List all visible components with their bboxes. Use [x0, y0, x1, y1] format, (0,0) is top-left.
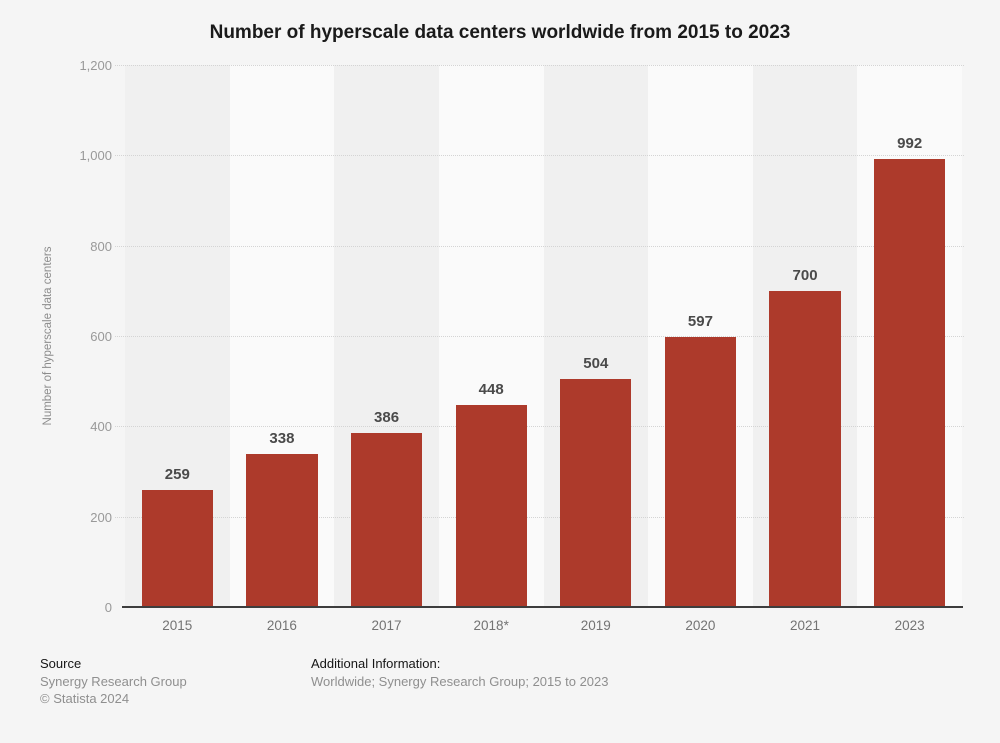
gridline: [115, 426, 964, 428]
bar-column: 504: [544, 65, 649, 607]
plot-area: 259 338 386 448 504 597 700 992: [115, 65, 964, 608]
gridline: [115, 65, 964, 66]
x-tick-label: 2023: [894, 618, 925, 633]
bar-column: 338: [230, 65, 335, 607]
bar-value-label: 448: [478, 380, 504, 398]
x-tick-label: 2017: [371, 618, 402, 633]
bar-column: 386: [334, 65, 439, 607]
y-tick-label: 1,000: [79, 148, 112, 164]
bar-column: 700: [753, 65, 858, 607]
bar-2015[interactable]: [141, 490, 213, 607]
source-name: Synergy Research Group: [40, 673, 187, 689]
bar-columns: 259 338 386 448 504 597 700 992: [125, 65, 962, 607]
bar-2023[interactable]: [874, 158, 946, 607]
bar-value-label: 259: [164, 466, 190, 484]
gridline: [115, 516, 964, 518]
x-tick-label: 2019: [580, 618, 611, 633]
bar-value-label: 992: [897, 134, 923, 152]
bar-column: 992: [857, 65, 962, 607]
y-axis-title: Number of hyperscale data centers: [42, 246, 54, 426]
x-tick-label: 2018*: [473, 618, 509, 633]
x-tick-label: 2016: [266, 618, 297, 633]
bar-value-label: 700: [792, 266, 818, 284]
x-axis-tick-labels: 2015 2016 2017 2018* 2019 2020 2021 2023: [125, 618, 962, 633]
x-tick-label: 2020: [685, 618, 716, 633]
bar-2019[interactable]: [560, 379, 632, 607]
source-block: Source Synergy Research Group © Statista…: [40, 655, 310, 708]
x-tick-label: 2021: [790, 618, 821, 633]
bar-value-label: 338: [269, 430, 295, 448]
bar-column: 597: [648, 65, 753, 607]
source-heading: Source: [40, 656, 82, 671]
y-tick-label: 600: [90, 329, 112, 344]
gridline: [115, 245, 964, 247]
x-tick-label: 2015: [162, 618, 193, 633]
additional-info-block: Additional Information: Worldwide; Syner…: [311, 655, 608, 690]
y-axis-tick-labels: 0 200 400 600 800 1,000 1,200: [0, 58, 112, 615]
y-tick-label: 0: [104, 600, 112, 615]
gridline: [115, 155, 964, 157]
copyright: © Statista 2024: [40, 691, 130, 706]
bar-column: 259: [125, 65, 230, 607]
additional-info-text: Worldwide; Synergy Research Group; 2015 …: [311, 673, 609, 689]
gridline: [115, 336, 964, 337]
bar-value-label: 597: [687, 313, 713, 331]
bar-2021[interactable]: [769, 290, 841, 607]
bar-value-label: 504: [583, 355, 609, 373]
footer: Source Synergy Research Group © Statista…: [40, 655, 960, 708]
y-tick-label: 200: [90, 509, 112, 525]
bar-value-label: 386: [374, 408, 400, 426]
bar-2017[interactable]: [350, 432, 423, 607]
bar-column: 448: [439, 65, 544, 607]
bar-2018*[interactable]: [455, 404, 527, 607]
y-tick-label: 1,200: [79, 58, 112, 73]
additional-info-heading: Additional Information:: [311, 656, 441, 671]
y-tick-label: 400: [90, 419, 112, 435]
y-tick-label: 800: [90, 238, 112, 254]
chart-title: Number of hyperscale data centers worldw…: [209, 22, 791, 43]
bar-2016[interactable]: [246, 454, 318, 607]
bar-2020[interactable]: [664, 337, 736, 607]
x-axis-line: [122, 606, 963, 608]
